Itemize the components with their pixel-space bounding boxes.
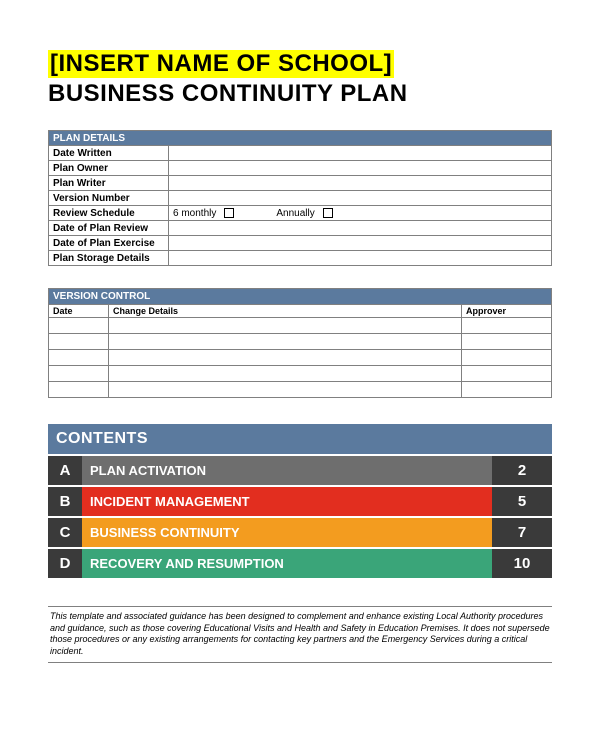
vc-col-approver: Approver [462,305,552,318]
table-cell[interactable] [49,350,109,366]
table-cell[interactable] [49,382,109,398]
plan-details-label: Date Written [49,146,169,161]
review-schedule-label: Review Schedule [49,206,169,221]
version-control-header: VERSION CONTROL [49,289,552,305]
table-cell[interactable] [109,382,462,398]
review-option-2: Annually [276,208,314,219]
title-highlight: [INSERT NAME OF SCHOOL] [48,50,394,78]
table-cell[interactable] [49,366,109,382]
contents-title[interactable]: PLAN ACTIVATION [82,455,492,486]
plan-details-value[interactable] [169,146,552,161]
contents-page: 7 [492,517,552,548]
plan-details-table: PLAN DETAILS Date WrittenPlan OwnerPlan … [48,130,552,266]
title-subtitle: BUSINESS CONTINUITY PLAN [48,80,552,108]
table-cell[interactable] [462,382,552,398]
table-cell[interactable] [462,318,552,334]
plan-details-value[interactable] [169,221,552,236]
contents-title[interactable]: INCIDENT MANAGEMENT [82,486,492,517]
review-option-1: 6 monthly [173,208,216,219]
table-cell[interactable] [109,366,462,382]
plan-details-value[interactable] [169,161,552,176]
table-cell[interactable] [109,318,462,334]
review-schedule-cell: 6 monthly Annually [169,206,552,221]
contents-letter: C [48,517,82,548]
plan-details-value[interactable] [169,236,552,251]
disclaimer-text: This template and associated guidance ha… [48,606,552,663]
contents-header: CONTENTS [48,424,552,455]
table-cell[interactable] [109,350,462,366]
version-control-table: VERSION CONTROL Date Change Details Appr… [48,288,552,398]
table-cell[interactable] [462,366,552,382]
plan-details-label: Version Number [49,191,169,206]
table-cell[interactable] [462,334,552,350]
table-cell[interactable] [462,350,552,366]
contents-letter: B [48,486,82,517]
title-block: [INSERT NAME OF SCHOOL] BUSINESS CONTINU… [48,50,552,108]
contents-title[interactable]: BUSINESS CONTINUITY [82,517,492,548]
plan-details-label: Plan Storage Details [49,251,169,266]
plan-details-header: PLAN DETAILS [49,131,552,146]
vc-col-date: Date [49,305,109,318]
plan-details-label: Date of Plan Exercise [49,236,169,251]
contents-title[interactable]: RECOVERY AND RESUMPTION [82,548,492,579]
plan-details-value[interactable] [169,176,552,191]
table-cell[interactable] [109,334,462,350]
plan-details-label: Date of Plan Review [49,221,169,236]
contents-page: 5 [492,486,552,517]
contents-page: 2 [492,455,552,486]
plan-details-value[interactable] [169,191,552,206]
table-cell[interactable] [49,334,109,350]
plan-details-value[interactable] [169,251,552,266]
checkbox-6monthly[interactable] [224,208,234,218]
plan-details-label: Plan Owner [49,161,169,176]
table-cell[interactable] [49,318,109,334]
contents-letter: D [48,548,82,579]
plan-details-label: Plan Writer [49,176,169,191]
vc-col-details: Change Details [109,305,462,318]
checkbox-annually[interactable] [323,208,333,218]
contents-letter: A [48,455,82,486]
contents-table: CONTENTS APLAN ACTIVATION2 BINCIDENT MANA… [48,424,552,580]
contents-page: 10 [492,548,552,579]
